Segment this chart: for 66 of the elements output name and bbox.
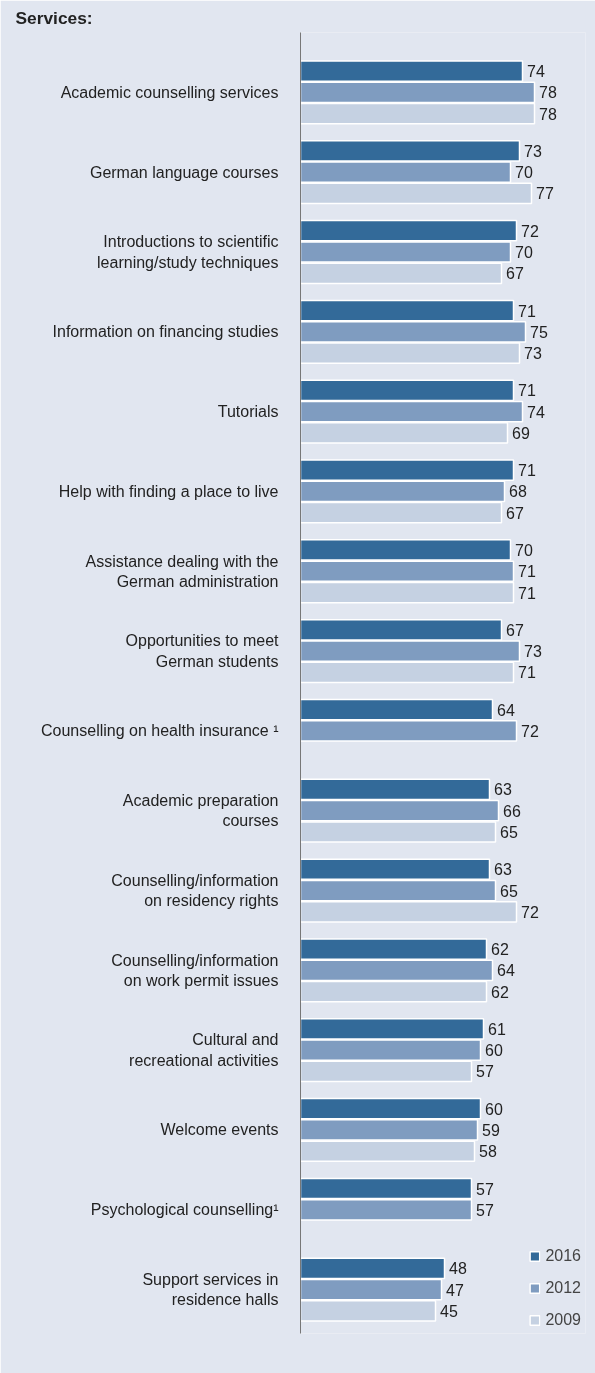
y-tick-label: German language courses xyxy=(89,163,279,181)
y-tick-label: Academic counselling services xyxy=(60,83,279,101)
data-label: 70 xyxy=(515,164,533,182)
y-tick-label: Psychological counselling¹ xyxy=(90,1201,279,1219)
data-label: 72 xyxy=(521,903,539,921)
data-label: 63 xyxy=(494,781,512,799)
y-tick-label: Counselling/information on residency rights xyxy=(111,871,279,910)
data-label: 63 xyxy=(494,861,512,879)
y-tick-label: Cultural and recreational activities xyxy=(129,1031,279,1069)
y-tick-label: Support services in residence halls xyxy=(142,1270,279,1309)
data-label: 70 xyxy=(515,243,533,261)
data-label: 74 xyxy=(527,63,545,81)
data-label: 71 xyxy=(518,664,536,682)
data-label: 57 xyxy=(476,1180,494,1198)
y-tick-label: Introductions to scientific learning/study techniques xyxy=(97,233,279,271)
data-label: 71 xyxy=(518,563,536,581)
data-label: 45 xyxy=(440,1302,458,1320)
y-tick-label: Information on financing studies xyxy=(52,323,279,341)
data-label: 78 xyxy=(539,105,557,123)
data-label: 62 xyxy=(491,941,509,959)
data-label: 65 xyxy=(500,882,518,900)
data-label: 57 xyxy=(476,1201,494,1219)
data-label: 58 xyxy=(479,1143,497,1161)
data-label: 62 xyxy=(491,983,509,1001)
data-label: 47 xyxy=(446,1281,464,1299)
data-label: 64 xyxy=(497,962,515,980)
data-label: 71 xyxy=(518,462,536,480)
legend-label: 2009 xyxy=(545,1311,581,1329)
y-tick-label: Tutorials xyxy=(217,403,279,421)
legend-label: 2012 xyxy=(545,1279,581,1297)
data-label: 71 xyxy=(518,584,536,602)
y-tick-label: Opportunities to meet German students xyxy=(125,632,280,670)
data-label: 72 xyxy=(521,722,539,740)
data-label: 72 xyxy=(521,222,539,240)
data-label: 73 xyxy=(524,643,542,661)
data-label: 60 xyxy=(485,1042,503,1060)
y-tick-label: Help with finding a place to live xyxy=(58,482,279,500)
data-label: 78 xyxy=(539,84,557,102)
y-tick-label: Welcome events xyxy=(160,1121,279,1139)
y-tick-label: Academic preparation courses xyxy=(122,792,279,830)
data-label: 64 xyxy=(497,701,515,719)
data-label: 61 xyxy=(488,1020,506,1038)
data-label: 67 xyxy=(506,504,524,522)
data-label: 75 xyxy=(530,323,548,341)
data-label: 57 xyxy=(476,1063,494,1081)
data-label: 60 xyxy=(485,1100,503,1118)
text: Services: xyxy=(15,7,93,28)
data-label: 71 xyxy=(518,382,536,400)
y-tick-label: Assistance dealing with the German administration xyxy=(85,552,279,590)
data-label: 48 xyxy=(449,1260,467,1278)
data-label: 67 xyxy=(506,265,524,283)
data-label: 66 xyxy=(503,802,521,820)
data-label: 65 xyxy=(500,823,518,841)
y-tick-label: Counselling/information on work permit issues xyxy=(111,951,279,990)
data-label: 73 xyxy=(524,345,542,363)
data-label: 69 xyxy=(512,424,530,442)
y-tick-label: Counselling on health insurance ¹ xyxy=(41,722,279,740)
data-label: 73 xyxy=(524,142,542,160)
legend-label: 2016 xyxy=(545,1247,581,1265)
data-label: 70 xyxy=(515,541,533,559)
data-label: 59 xyxy=(482,1121,500,1139)
data-label: 71 xyxy=(518,302,536,320)
data-label: 67 xyxy=(506,621,524,639)
data-label: 74 xyxy=(527,403,545,421)
data-label: 68 xyxy=(509,483,527,501)
data-label: 77 xyxy=(536,185,554,203)
